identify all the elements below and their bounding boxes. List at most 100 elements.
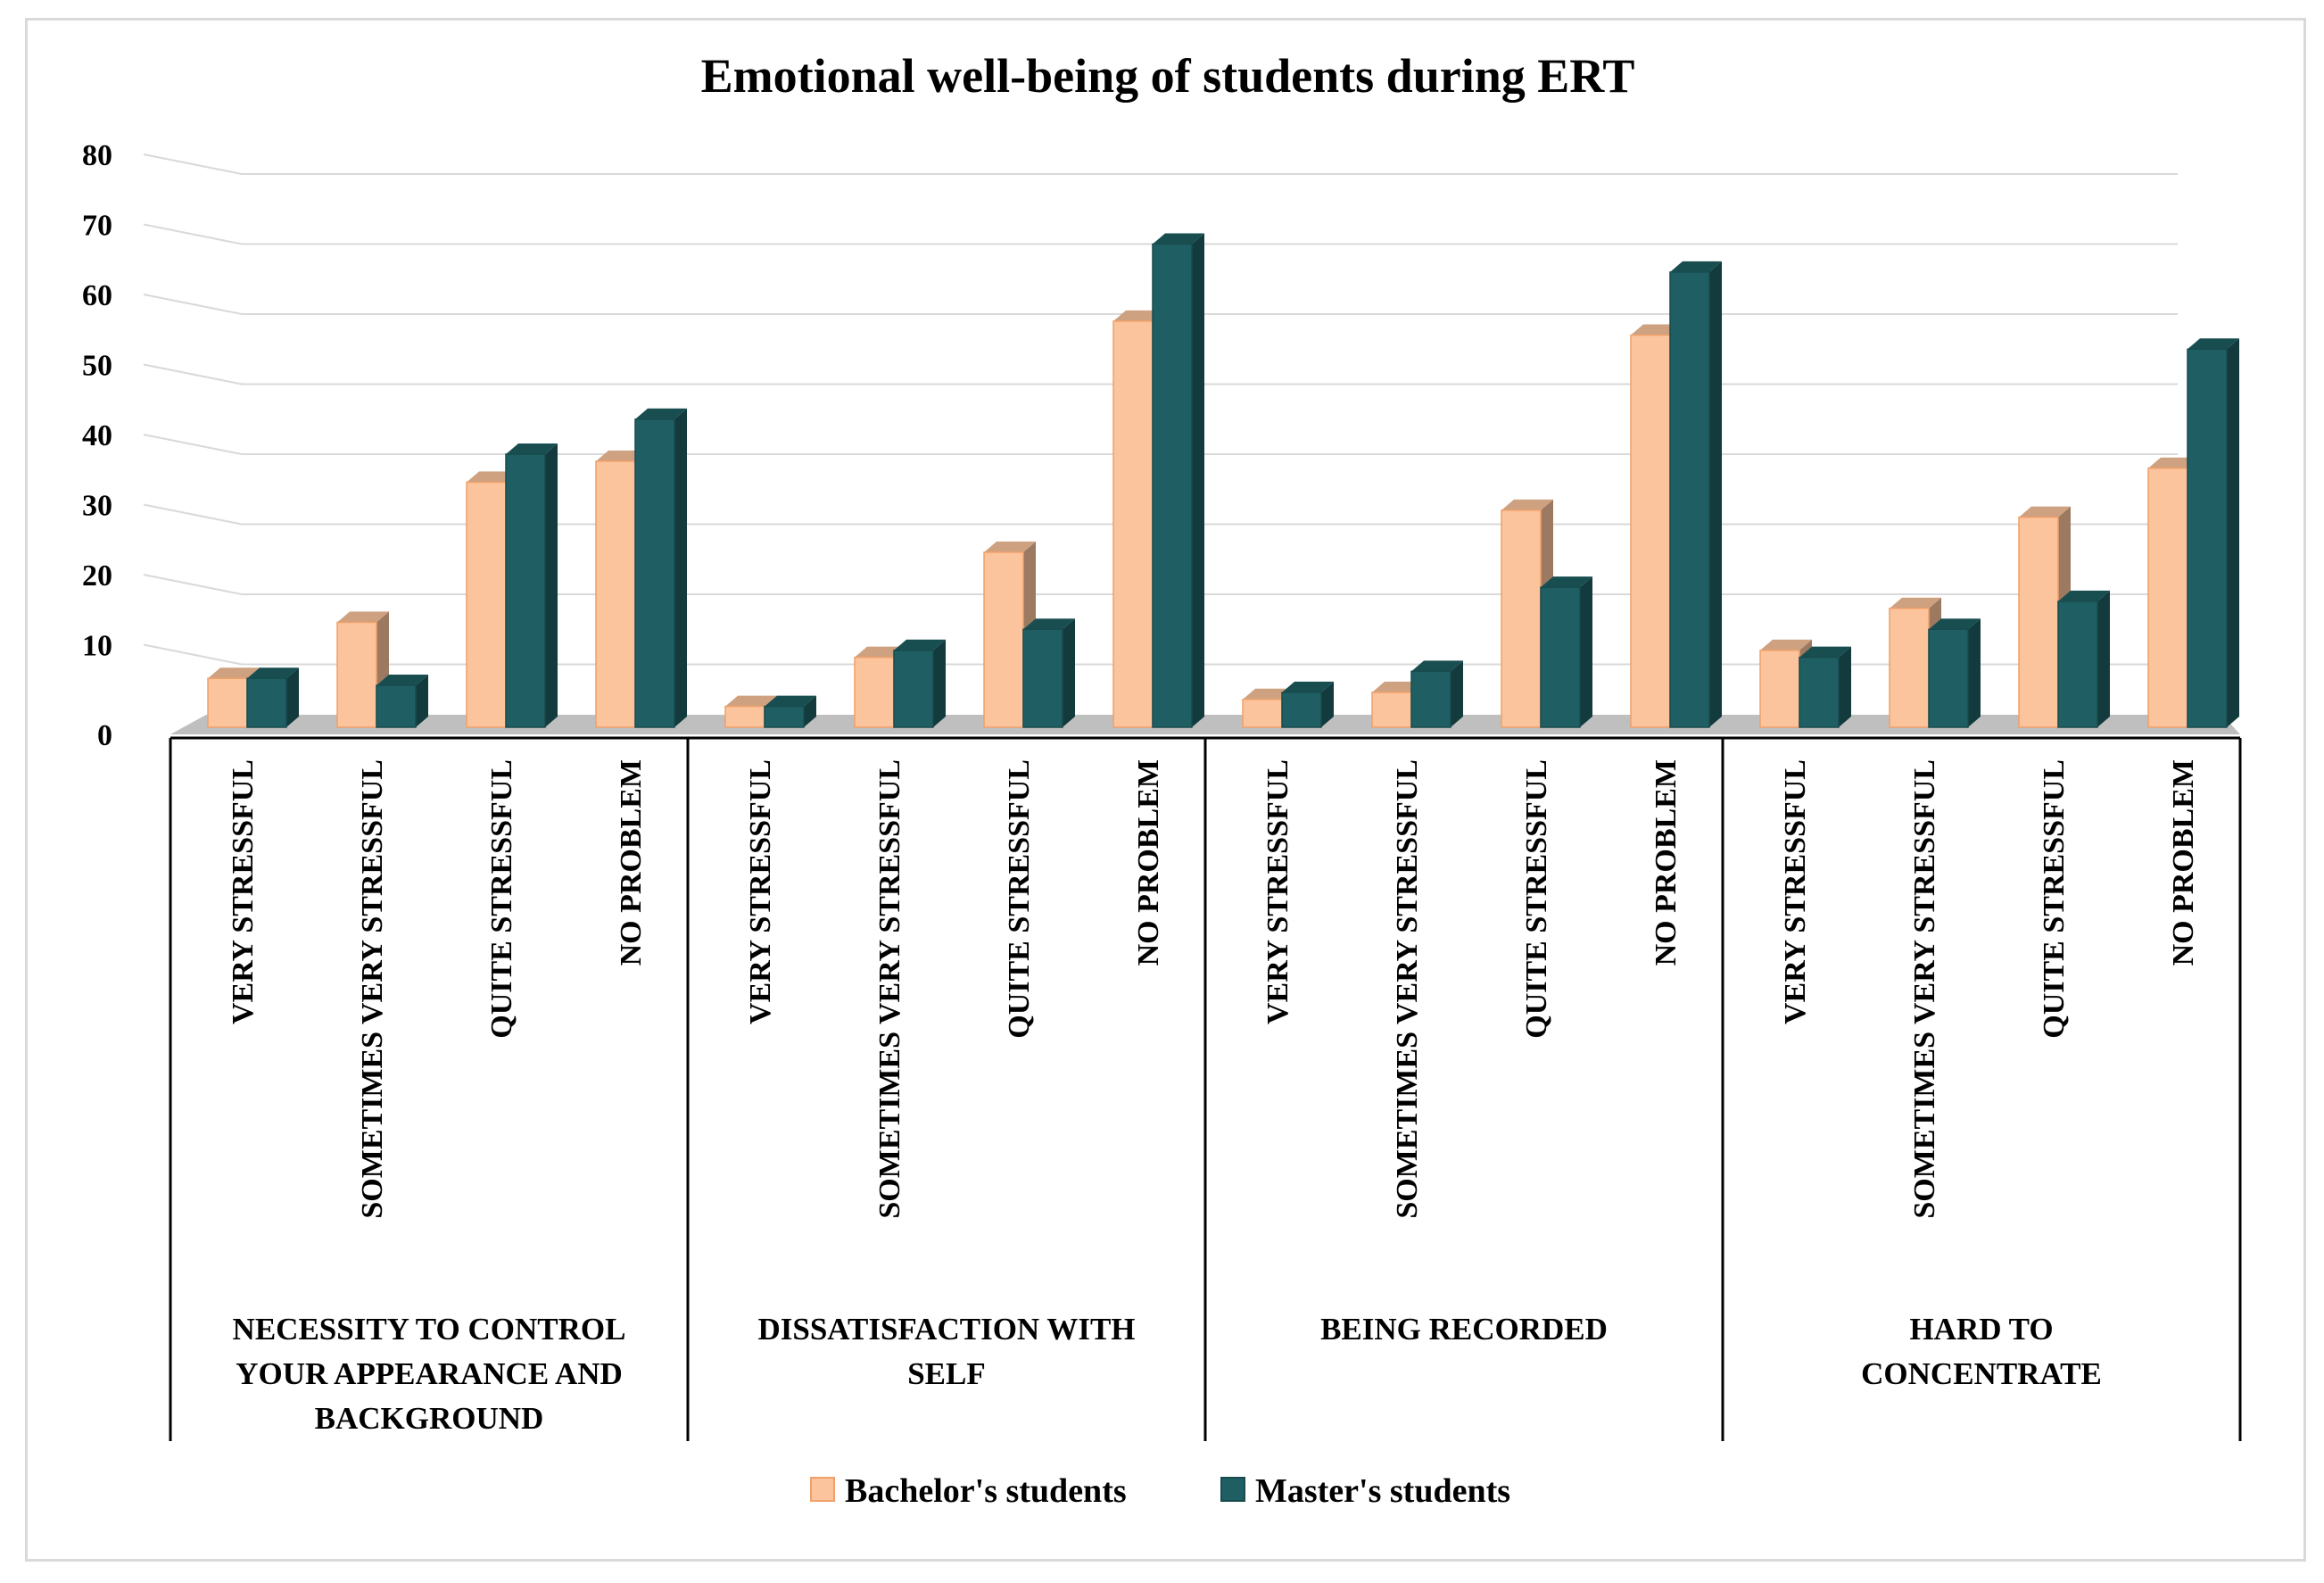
bachelor-bar[interactable]	[1759, 650, 1800, 728]
bar-top	[1670, 261, 1722, 272]
bachelor-bar[interactable]	[2018, 516, 2059, 728]
gridline	[143, 294, 2178, 315]
bachelor-bar[interactable]	[595, 460, 636, 728]
bar-top	[337, 611, 389, 623]
bar-top	[1541, 576, 1592, 588]
master-bar[interactable]	[1799, 656, 1840, 728]
bar-side	[933, 639, 946, 727]
bar-top	[894, 639, 946, 651]
bachelor-bar[interactable]	[466, 481, 507, 728]
bachelor-bar[interactable]	[1889, 607, 1930, 728]
bar-top	[1760, 639, 1812, 651]
category-label: QUITE STRESSFUL	[1003, 759, 1036, 1039]
category-label: SOMETIMES VERY STRESSFUL	[1391, 759, 1424, 1219]
gridline	[143, 363, 2178, 385]
category-label: VERY STRESSFUL	[227, 759, 260, 1024]
group-label: NECESSITY TO CONTROL	[233, 1312, 626, 1347]
master-bar[interactable]	[1928, 628, 1969, 728]
category-label: VERY STRESSFUL	[1779, 759, 1812, 1024]
y-tick-label: 10	[82, 630, 112, 663]
legend-master-label: Master's students	[1255, 1472, 1510, 1510]
category-label: QUITE STRESSFUL	[1520, 759, 1553, 1039]
bachelor-bar[interactable]	[724, 705, 765, 728]
group-label: CONCENTRATE	[1861, 1356, 2102, 1391]
bar-top	[1023, 618, 1075, 630]
master-bar[interactable]	[2057, 601, 2098, 728]
category-label: NO PROBLEM	[1650, 759, 1683, 966]
master-bar[interactable]	[1540, 586, 1581, 728]
chart-floor	[170, 715, 2240, 734]
y-tick-label: 20	[82, 559, 112, 593]
bachelor-bar[interactable]	[1112, 320, 1154, 728]
gridline	[143, 434, 2178, 455]
bar-side	[674, 408, 687, 727]
bachelor-bar[interactable]	[983, 551, 1024, 728]
bar-top	[2019, 506, 2071, 518]
master-bar[interactable]	[2187, 348, 2228, 728]
bar-side	[1709, 261, 1722, 727]
bar-side	[1839, 646, 1851, 727]
bar-top	[1153, 233, 1204, 244]
master-bar[interactable]	[764, 705, 805, 728]
y-tick-label: 30	[82, 490, 112, 523]
bar-side	[1321, 681, 1334, 727]
bar-top	[1501, 499, 1553, 510]
bar-side	[804, 695, 816, 727]
y-tick-label: 0	[97, 719, 112, 752]
bar-top	[635, 408, 687, 419]
category-label: SOMETIMES VERY STRESSFUL	[873, 759, 906, 1219]
bachelor-bar[interactable]	[207, 677, 248, 728]
category-label: SOMETIMES VERY STRESSFUL	[1908, 759, 1941, 1219]
bachelor-bar[interactable]	[1630, 334, 1671, 728]
bar-side	[416, 675, 428, 727]
group-label: BACKGROUND	[315, 1401, 544, 1436]
bar-top	[247, 667, 299, 679]
master-bar[interactable]	[246, 677, 287, 728]
category-label: NO PROBLEM	[615, 759, 648, 966]
bachelor-bar[interactable]	[1371, 692, 1412, 728]
master-bar[interactable]	[634, 419, 675, 728]
bar-top	[208, 667, 260, 679]
group-label: SELF	[907, 1356, 986, 1391]
gridline	[143, 223, 2178, 245]
category-label: NO PROBLEM	[2167, 759, 2200, 966]
chart-svg: Emotional well-being of students during …	[82, 49, 2242, 1510]
bachelor-bar[interactable]	[336, 621, 377, 728]
y-tick-label: 60	[82, 279, 112, 312]
bachelor-bar[interactable]	[2147, 467, 2188, 728]
bar-top	[506, 443, 558, 454]
bachelor-bar[interactable]	[1501, 510, 1542, 728]
chart-frame: Emotional well-being of students during …	[25, 18, 2306, 1562]
bar-side	[1451, 660, 1463, 727]
bar-top	[765, 695, 816, 707]
bachelor-bar[interactable]	[1242, 699, 1283, 728]
category-label: VERY STRESSFUL	[744, 759, 777, 1024]
master-bar[interactable]	[505, 453, 546, 728]
master-bar[interactable]	[376, 684, 417, 728]
master-bar[interactable]	[893, 650, 934, 728]
master-bar[interactable]	[1669, 271, 1710, 728]
bar-side	[545, 443, 558, 727]
bar-side	[2097, 590, 2110, 727]
master-bar[interactable]	[1022, 628, 1063, 728]
y-tick-label: 80	[82, 139, 112, 172]
category-label: QUITE STRESSFUL	[485, 759, 518, 1039]
bar-side	[286, 667, 299, 727]
legend-master-swatch	[1220, 1477, 1245, 1502]
bar-side	[2227, 338, 2239, 727]
y-tick-label: 40	[82, 419, 112, 452]
category-label: SOMETIMES VERY STRESSFUL	[356, 759, 389, 1219]
bar-side	[1968, 618, 1981, 727]
category-label: NO PROBLEM	[1132, 759, 1165, 966]
category-label: VERY STRESSFUL	[1261, 759, 1294, 1024]
y-tick-label: 70	[82, 210, 112, 243]
master-bar[interactable]	[1152, 243, 1193, 728]
y-tick-label: 50	[82, 350, 112, 383]
master-bar[interactable]	[1410, 670, 1451, 728]
bar-top	[2058, 590, 2110, 601]
bar-top	[984, 541, 1036, 552]
master-bar[interactable]	[1281, 692, 1322, 728]
category-label: QUITE STRESSFUL	[2038, 759, 2071, 1039]
gridline	[143, 153, 2178, 175]
bachelor-bar[interactable]	[854, 656, 895, 728]
